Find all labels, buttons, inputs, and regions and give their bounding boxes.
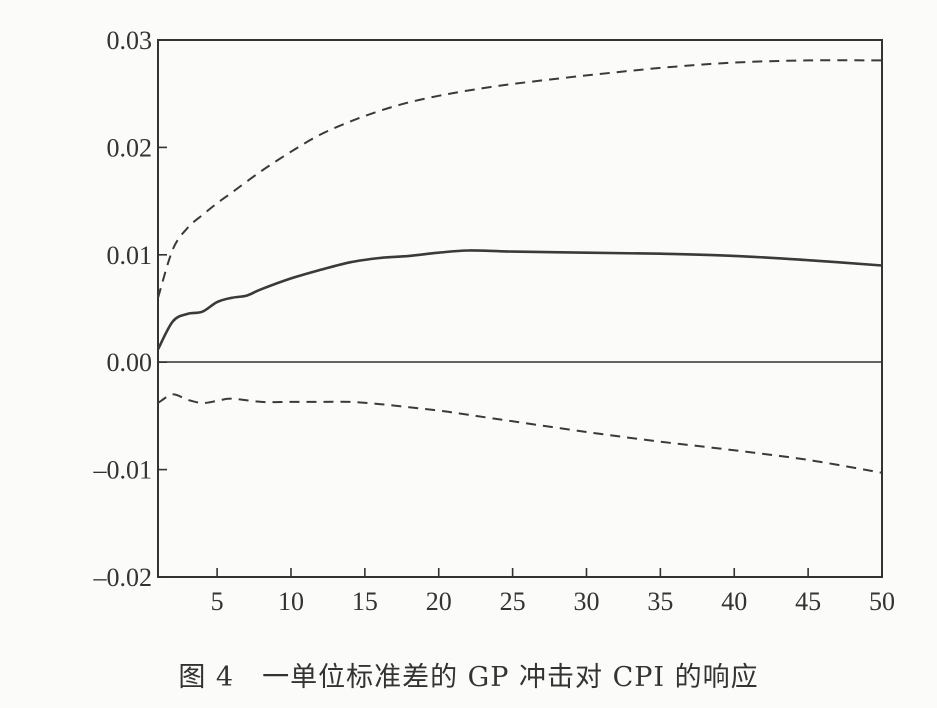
y-tick-label: –0.01: [93, 456, 153, 485]
x-tick-label: 35: [647, 587, 673, 616]
irf-line-chart: –0.02 –0.01 0.00 0.01 0.02 0.03 5 10 15 20 25 30 35…: [93, 26, 896, 616]
y-tick-label: 0.03: [107, 26, 153, 55]
y-tick-label: 0.01: [107, 241, 153, 270]
y-axis: –0.02 –0.01 0.00 0.01 0.02 0.03: [93, 26, 167, 592]
y-tick-label: 0.02: [107, 133, 153, 162]
upper-confidence-band-line: [157, 59, 883, 299]
x-tick-label: 15: [352, 587, 378, 616]
lower-confidence-band-line: [157, 393, 883, 474]
x-tick-label: 5: [211, 587, 224, 616]
x-tick-label: 30: [573, 587, 599, 616]
x-axis: 5 10 15 20 25 30 35 40 45 50: [211, 568, 895, 616]
plot-frame: [157, 39, 883, 578]
x-tick-label: 40: [721, 587, 747, 616]
x-tick-label: 45: [795, 587, 821, 616]
figure-caption: 图 4 一单位标准差的 GP 冲击对 CPI 的响应: [178, 662, 759, 693]
x-tick-label: 25: [500, 587, 526, 616]
series-layer: [156, 59, 883, 474]
x-tick-label: 20: [426, 587, 452, 616]
y-tick-label: –0.02: [93, 563, 153, 592]
impulse-response-line: [156, 249, 883, 350]
x-tick-label: 50: [869, 587, 895, 616]
x-tick-label: 10: [278, 587, 304, 616]
y-tick-label: 0.00: [107, 348, 153, 377]
